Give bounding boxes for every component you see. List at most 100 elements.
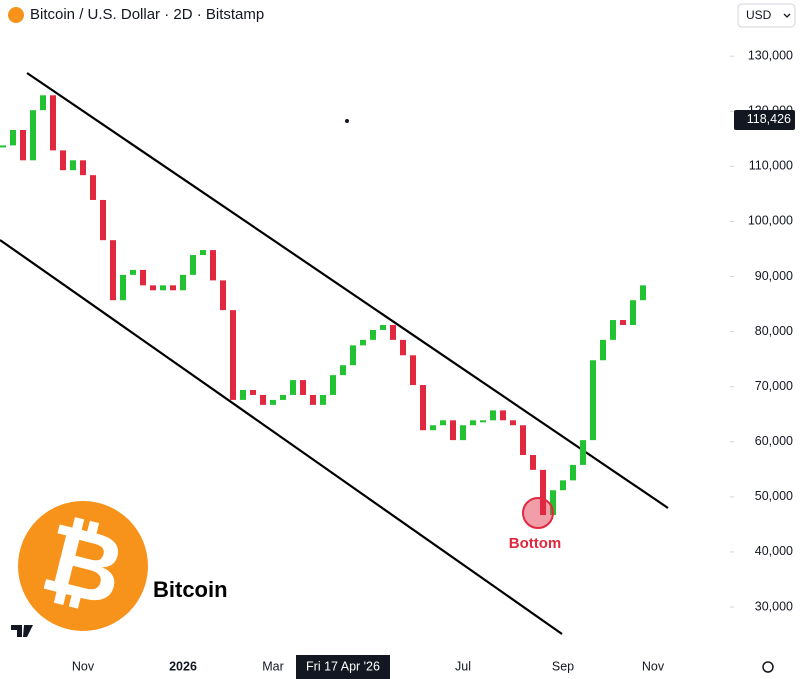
candle <box>520 425 526 455</box>
candle <box>550 490 556 516</box>
candle <box>60 150 66 171</box>
candle <box>390 325 396 340</box>
candle <box>380 325 386 330</box>
candle <box>630 300 636 325</box>
candle <box>470 420 476 426</box>
candle <box>400 339 406 356</box>
bottom-marker <box>522 497 554 529</box>
channel-upper <box>26 72 669 509</box>
candle <box>310 394 316 405</box>
candle <box>580 440 586 465</box>
candle <box>130 269 136 275</box>
y-tick-label: 50,000 <box>755 489 793 503</box>
candle <box>560 480 566 491</box>
candle <box>430 425 436 431</box>
x-tick-label: Sep <box>552 659 574 673</box>
y-tick-label: 90,000 <box>755 269 793 283</box>
candle <box>140 269 146 286</box>
candle <box>460 425 466 441</box>
candle <box>320 394 326 405</box>
candle <box>640 285 646 301</box>
candle <box>360 339 366 346</box>
candle <box>170 285 176 291</box>
candle <box>40 95 46 111</box>
candle <box>200 250 206 256</box>
candle <box>220 280 226 311</box>
candle <box>480 420 486 423</box>
y-tick-label: 130,000 <box>748 48 793 62</box>
candle <box>160 285 166 291</box>
dropdown-chevron <box>783 13 791 18</box>
candle <box>410 355 416 386</box>
candle <box>600 339 606 361</box>
settings-icon[interactable] <box>762 661 774 673</box>
tv-logo <box>11 625 33 637</box>
channel-lower <box>0 239 563 635</box>
candle <box>240 390 246 400</box>
candle <box>350 345 356 366</box>
crosshair-date-box <box>296 655 390 679</box>
x-tick-label: Nov <box>642 659 665 673</box>
candle <box>290 380 296 395</box>
candle <box>20 130 26 161</box>
y-tick-label: 70,000 <box>755 379 793 393</box>
candle <box>110 240 116 301</box>
dot <box>345 119 349 123</box>
candle <box>50 95 56 151</box>
currency-dropdown[interactable] <box>737 3 796 28</box>
candle <box>540 469 546 516</box>
candle <box>0 145 6 148</box>
last-price-box <box>734 109 795 130</box>
candle <box>30 110 36 161</box>
y-tick-label: 80,000 <box>755 324 793 338</box>
candle <box>250 390 256 395</box>
candle <box>210 250 216 281</box>
candle <box>620 320 626 325</box>
bitcoin-logo <box>18 501 148 631</box>
y-tick-label: 100,000 <box>748 214 793 228</box>
candle <box>180 274 186 291</box>
candle <box>70 160 76 171</box>
chart-title: Bitcoin / U.S. Dollar · 2D · Bitstamp <box>30 6 264 23</box>
candle <box>280 394 286 400</box>
candle <box>450 420 456 441</box>
candle <box>300 380 306 395</box>
candle <box>120 274 126 301</box>
x-tick-label: Jul <box>455 659 471 673</box>
candle <box>370 329 376 340</box>
candle <box>190 255 196 275</box>
y-tick-label: 110,000 <box>749 159 793 173</box>
x-tick-label: Nov <box>72 659 95 673</box>
candle <box>610 320 616 340</box>
crosshair-date: Fri 17 Apr '26 <box>306 659 380 673</box>
candle <box>420 385 426 431</box>
logo-name: Bitcoin <box>153 577 228 602</box>
candle <box>150 285 156 291</box>
y-tick-label: 40,000 <box>755 544 793 558</box>
candle <box>10 130 16 146</box>
x-tick-label: Mar <box>262 659 284 673</box>
y-tick-label: 60,000 <box>755 434 793 448</box>
candle <box>100 199 106 241</box>
candle <box>440 420 446 426</box>
candle <box>530 455 536 470</box>
candle <box>330 375 336 395</box>
currency-label[interactable]: USD <box>746 8 772 22</box>
symbol-icon <box>8 7 24 23</box>
candle <box>510 420 516 426</box>
candle <box>90 175 96 200</box>
candle <box>570 464 576 481</box>
candle <box>260 394 266 405</box>
y-tick-label: 30,000 <box>755 599 793 613</box>
annotation: Bottom <box>509 535 562 552</box>
candle <box>490 410 496 421</box>
candle <box>270 399 276 405</box>
candle <box>80 160 86 176</box>
x-tick-label: 2026 <box>169 659 197 673</box>
candle <box>230 310 236 400</box>
last-price-label: 118,426 <box>747 112 791 126</box>
candle <box>340 365 346 376</box>
candle <box>590 360 596 441</box>
candle <box>500 410 506 421</box>
